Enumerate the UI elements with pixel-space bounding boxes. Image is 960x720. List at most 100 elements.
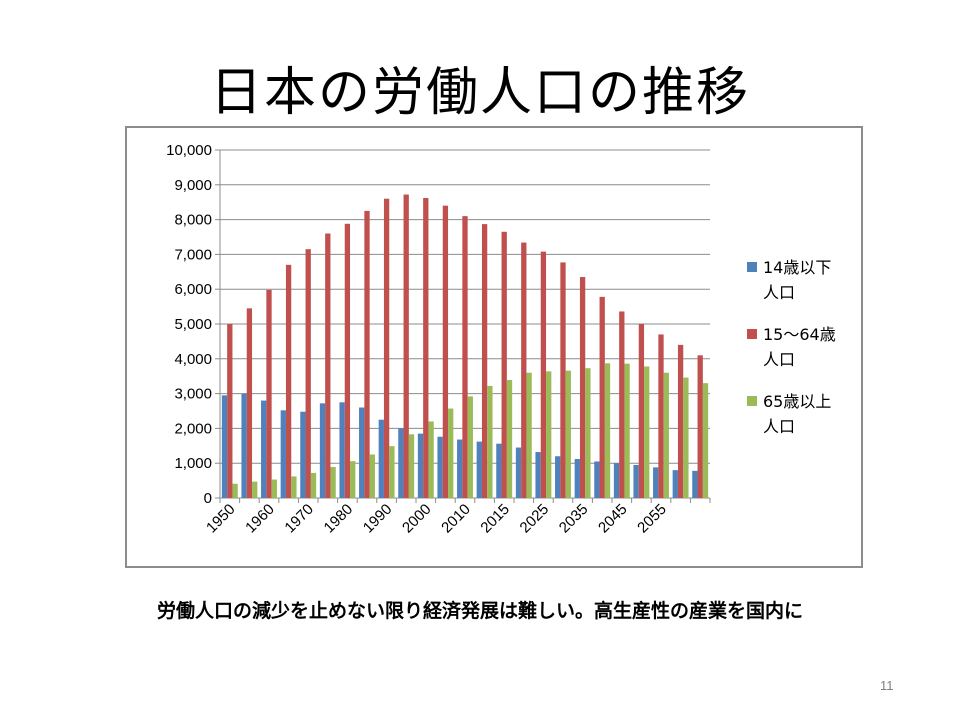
bar (437, 436, 443, 498)
bar (378, 419, 384, 498)
y-tick-label: 1,000 (174, 455, 212, 472)
chart-frame: 0 1,000 2,000 3,000 4,000 5,000 6,000 7,000 8,00… (125, 126, 863, 568)
x-tick-label: 2045 (595, 501, 631, 537)
x-tick-label: 1970 (281, 501, 317, 537)
bar (501, 231, 507, 498)
y-tick-label: 0 (204, 490, 212, 507)
legend-label: 65歳以上 (763, 392, 831, 411)
population-bar-chart: 0 1,000 2,000 3,000 4,000 5,000 6,000 7,000 8,00… (166, 142, 836, 537)
y-tick-label: 7,000 (174, 246, 212, 263)
y-tick-label: 3,000 (174, 386, 212, 403)
bar (546, 371, 552, 498)
bar (565, 370, 571, 498)
bar (683, 377, 689, 498)
bar (604, 363, 611, 498)
bar (613, 463, 620, 498)
bar (653, 467, 659, 498)
bar (408, 434, 415, 498)
x-tick-label: 2000 (399, 501, 435, 537)
bar (457, 439, 463, 498)
bar (663, 372, 669, 498)
legend-swatch (747, 329, 757, 339)
bar (467, 396, 473, 498)
bar (339, 402, 345, 498)
bar (271, 479, 277, 498)
bar (702, 383, 709, 498)
bar (266, 289, 272, 498)
bar (261, 400, 267, 498)
x-tick-label: 2010 (438, 501, 474, 537)
bar (319, 403, 326, 498)
y-tick-label: 2,000 (174, 420, 212, 437)
bar (526, 372, 532, 498)
bar (535, 452, 541, 498)
bar (540, 251, 547, 498)
bar (579, 277, 586, 498)
y-tick-label: 8,000 (174, 212, 212, 229)
y-tick-label: 10,000 (166, 142, 212, 159)
x-tick-label: 1960 (242, 501, 278, 537)
page-number: 11 (880, 678, 894, 693)
bar (638, 324, 645, 498)
bar (692, 470, 698, 498)
bar (560, 262, 566, 498)
bar (487, 385, 493, 498)
y-tick-label: 9,000 (174, 177, 212, 194)
bar (555, 456, 561, 498)
bar (389, 446, 395, 498)
bar (594, 461, 600, 498)
x-tick-label: 1990 (360, 501, 396, 537)
bar (624, 363, 630, 498)
bar (221, 395, 228, 498)
bar (359, 407, 365, 498)
bar (398, 428, 404, 498)
bar (506, 380, 513, 498)
bar (300, 411, 306, 498)
bar (364, 210, 370, 498)
bar (423, 198, 429, 498)
bar (344, 223, 351, 498)
legend-swatch (747, 262, 757, 272)
bar (232, 483, 238, 498)
bar (599, 296, 605, 498)
y-tick-label: 6,000 (174, 281, 212, 298)
legend-label: 14歳以下 (763, 258, 831, 277)
legend-label: 人口 (763, 417, 795, 436)
bar (241, 393, 247, 498)
bar (280, 410, 286, 498)
bar (369, 454, 375, 498)
bar (252, 481, 258, 498)
bar (417, 433, 424, 498)
bar (285, 264, 292, 498)
bar (291, 476, 297, 498)
bar (462, 216, 468, 498)
bar (448, 408, 454, 498)
bar (697, 355, 703, 498)
bar (383, 198, 390, 498)
bar (350, 461, 356, 498)
bar (330, 467, 336, 498)
bar (644, 366, 650, 498)
bar (658, 334, 664, 498)
legend-label: 人口 (763, 350, 795, 369)
x-tick-label: 2025 (517, 501, 553, 537)
bar (672, 470, 678, 498)
bar (325, 233, 331, 498)
slide-caption: 労働人口の減少を止めない限り経済発展は難しい。高生産性の産業を国内に (156, 600, 803, 622)
x-tick-label: 1980 (321, 501, 357, 537)
bar (442, 205, 449, 498)
x-tick-label: 2015 (477, 501, 513, 537)
bar (633, 464, 639, 498)
bar (305, 249, 311, 498)
slide-title: 日本の労働人口の推移 (209, 63, 750, 123)
bar (310, 472, 317, 498)
bar (227, 324, 233, 498)
bar (585, 368, 591, 498)
bar (476, 441, 482, 498)
bar (515, 447, 522, 498)
bar (496, 443, 502, 498)
bar (246, 308, 253, 498)
x-tick-label: 2055 (634, 501, 670, 537)
legend-label: 人口 (763, 283, 795, 302)
y-tick-label: 4,000 (174, 351, 212, 368)
